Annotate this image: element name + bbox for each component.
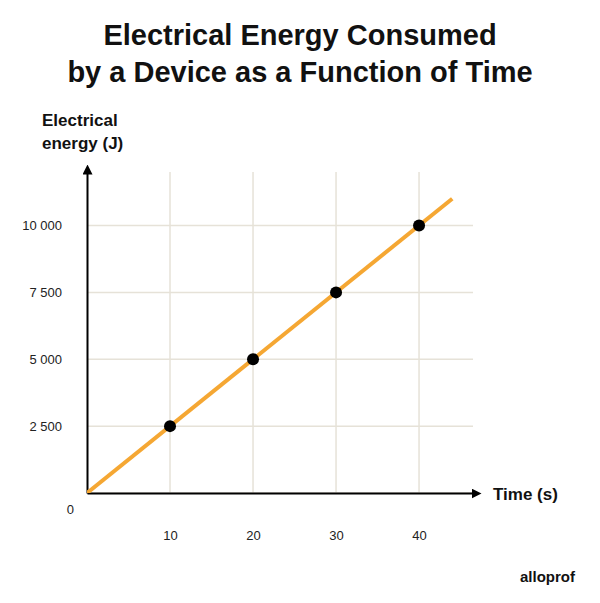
grid-line (87, 492, 473, 494)
y-axis-title-line: energy (J) (42, 134, 123, 153)
chart: 10 20 30 40 0 2 500 5 000 7 500 10 000 Electrical… (0, 0, 600, 603)
y-axis-title-line: Electrical (42, 111, 118, 130)
background (0, 0, 600, 603)
y-axis-title: Electrical energy (J) (42, 111, 123, 153)
tick-label: 0 (67, 502, 74, 517)
tick-label: 7 500 (29, 285, 62, 300)
x-axis: 10 20 30 40 (88, 493, 474, 543)
tick: 2 500 (29, 419, 87, 434)
data-point (330, 286, 342, 298)
tick-label: 20 (246, 528, 260, 543)
x-axis-title: Time (s) (493, 485, 558, 504)
grid-line (87, 359, 473, 361)
title-line: Electrical Energy Consumed (103, 19, 496, 51)
data-point (413, 220, 425, 232)
axis-line (88, 493, 474, 495)
title-line: by a Device as a Function of Time (67, 56, 532, 88)
axis-line (87, 173, 89, 494)
tick-label: 30 (329, 528, 343, 543)
grid-line (252, 172, 254, 493)
tick-label: 5 000 (29, 352, 62, 367)
tick: 5 000 (29, 352, 87, 367)
tick: 0 (67, 494, 87, 517)
tick-label: 2 500 (29, 419, 62, 434)
tick: 40 (412, 493, 426, 543)
tick: 7 500 (29, 285, 87, 300)
tick-label: 10 (163, 528, 177, 543)
title: Electrical Energy Consumed by a Device as… (67, 19, 532, 88)
grid (87, 172, 473, 493)
data-line (87, 199, 452, 493)
data-point (247, 353, 259, 365)
tick: 20 (246, 493, 260, 543)
y-axis: 0 2 500 5 000 7 500 10 000 (22, 173, 87, 517)
data-point (164, 420, 176, 432)
annotation: alloprof (520, 568, 576, 585)
tick: 10 000 (22, 218, 87, 233)
grid-line (87, 425, 473, 427)
grid-line (335, 172, 337, 493)
data-marks (87, 199, 452, 493)
tick: 10 (163, 493, 177, 543)
tick-label: 40 (412, 528, 426, 543)
tick: 30 (329, 493, 343, 543)
grid-line (169, 172, 171, 493)
plot: 10 20 30 40 0 2 500 5 000 7 500 10 000 (22, 172, 473, 543)
tick-label: 10 000 (22, 218, 62, 233)
grid-line (87, 292, 473, 294)
